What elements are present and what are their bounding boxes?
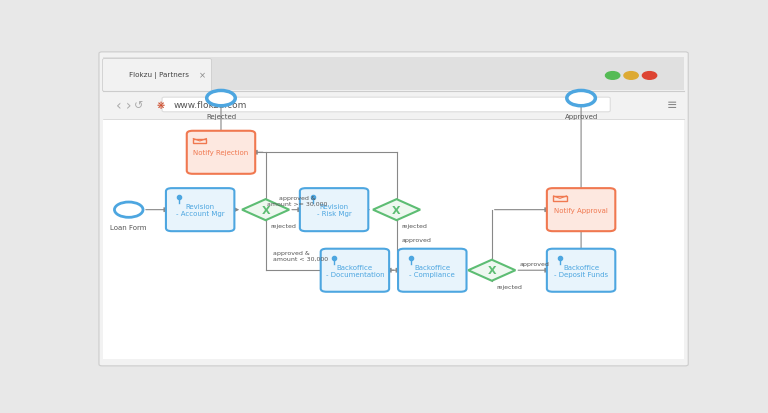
Text: ×: ×: [198, 71, 206, 80]
Polygon shape: [373, 199, 420, 221]
FancyBboxPatch shape: [103, 92, 684, 119]
Text: ≡: ≡: [667, 99, 677, 112]
Text: X: X: [261, 205, 270, 215]
Text: approved: approved: [402, 238, 431, 243]
Polygon shape: [242, 199, 290, 221]
Text: ‹: ‹: [116, 99, 121, 112]
Text: ›: ›: [126, 99, 131, 112]
FancyBboxPatch shape: [99, 53, 688, 366]
Text: Notify Approval: Notify Approval: [554, 207, 608, 213]
FancyBboxPatch shape: [194, 139, 207, 144]
Circle shape: [114, 202, 143, 218]
FancyBboxPatch shape: [162, 98, 611, 112]
FancyBboxPatch shape: [554, 197, 567, 201]
Polygon shape: [468, 260, 515, 281]
FancyBboxPatch shape: [321, 249, 389, 292]
FancyBboxPatch shape: [547, 189, 615, 232]
Text: approved: approved: [519, 262, 549, 267]
Circle shape: [605, 72, 620, 80]
Text: Revision
- Account Mgr: Revision - Account Mgr: [176, 204, 224, 217]
FancyBboxPatch shape: [300, 189, 369, 232]
FancyBboxPatch shape: [547, 249, 615, 292]
Text: www.flokzu.com: www.flokzu.com: [174, 101, 247, 110]
Text: Revision
- Risk Mgr: Revision - Risk Mgr: [316, 204, 352, 217]
Text: Rejected: Rejected: [206, 114, 236, 119]
Text: Backoffice
- Documentation: Backoffice - Documentation: [326, 264, 384, 277]
FancyBboxPatch shape: [166, 189, 234, 232]
Text: rejected: rejected: [270, 224, 296, 229]
FancyBboxPatch shape: [103, 57, 684, 91]
Text: Approved: Approved: [564, 114, 598, 119]
Text: ↺: ↺: [134, 100, 144, 111]
FancyBboxPatch shape: [103, 119, 684, 360]
Text: Notify Rejection: Notify Rejection: [194, 150, 249, 156]
Text: rejected: rejected: [497, 284, 522, 289]
FancyBboxPatch shape: [187, 131, 255, 174]
Text: rejected: rejected: [402, 224, 427, 229]
FancyBboxPatch shape: [398, 249, 466, 292]
Text: approved &
amount >= 30,000: approved & amount >= 30,000: [267, 196, 328, 206]
Circle shape: [624, 72, 638, 80]
Text: approved &
amount < 30,000: approved & amount < 30,000: [273, 250, 328, 261]
Circle shape: [207, 91, 235, 107]
Text: X: X: [392, 205, 401, 215]
Circle shape: [567, 91, 595, 107]
Text: X: X: [488, 266, 496, 275]
Text: Backoffice
- Compliance: Backoffice - Compliance: [409, 264, 455, 277]
Text: Flokzu | Partners: Flokzu | Partners: [129, 72, 189, 79]
Circle shape: [642, 72, 657, 80]
Text: Loan Form: Loan Form: [111, 225, 147, 231]
Text: Backoffice
- Deposit Funds: Backoffice - Deposit Funds: [554, 264, 608, 277]
Text: ❋: ❋: [156, 100, 164, 111]
FancyBboxPatch shape: [103, 59, 211, 92]
